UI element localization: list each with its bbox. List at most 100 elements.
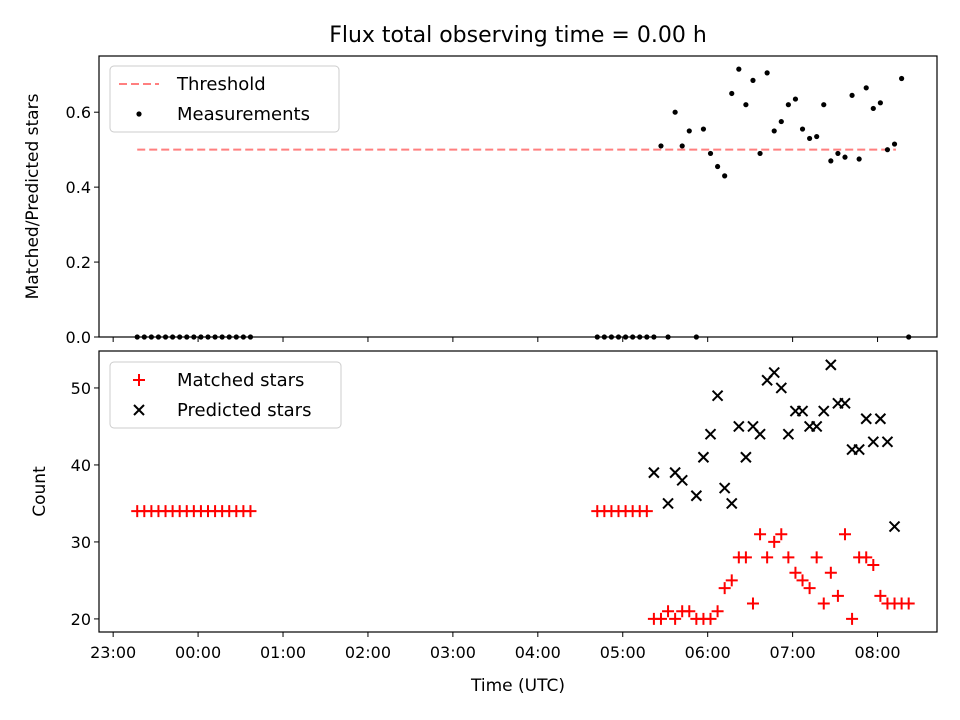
bottom-x-tick-label: 02:00: [345, 643, 391, 662]
matched-star-marker: [739, 551, 752, 564]
top-y-tick-label: 0.2: [66, 253, 91, 272]
matched-star-marker: [874, 589, 887, 602]
measurement-point: [877, 100, 883, 106]
measurement-point: [679, 143, 685, 149]
measurement-point: [863, 85, 869, 91]
predicted-star-marker: [768, 366, 780, 379]
measurement-point: [714, 163, 721, 170]
matched-star-marker: [754, 528, 767, 541]
measurement-point: [700, 126, 707, 132]
predicted-star-marker: [874, 413, 887, 425]
bottom-y-tick-label: 40: [71, 456, 91, 475]
matched-star-marker: [683, 605, 696, 618]
bottom-x-ticks: 23:00 00:00 01:00 02:00 03:00 04:00 05:00 06:00…: [90, 632, 901, 662]
measurement-point: [658, 143, 664, 149]
top-x-ticks: [112, 337, 879, 342]
measurement-point: [899, 75, 905, 82]
top-legend-box: [109, 65, 340, 133]
bottom-panel: 20 30 40 50 23:00 00:00 01:00 02:00 03:00 04:00 0…: [30, 350, 938, 696]
measurement-point: [828, 158, 834, 164]
top-y-ticks: 0.0 0.2 0.4 0.6: [66, 103, 99, 347]
predicted-star-marker: [648, 466, 660, 479]
bottom-y-axis-label: Count: [30, 466, 50, 517]
matched-star-marker: [846, 612, 859, 625]
measurement-point: [835, 150, 841, 157]
predicted-star-marker: [690, 490, 703, 502]
legend-predicted-label: Predicted stars: [177, 400, 311, 421]
predicted-star-marker: [782, 428, 795, 440]
matched-star-marker: [746, 597, 759, 610]
matched-star-marker: [244, 505, 257, 518]
predicted-star-marker: [754, 428, 766, 440]
matched-star-marker: [831, 589, 844, 602]
measurement-point: [750, 77, 756, 83]
legend-measurements-swatch: [136, 111, 142, 117]
top-axes-frame: [98, 55, 938, 338]
measurement-point: [821, 102, 827, 108]
matched-star-marker: [775, 528, 788, 541]
bottom-y-tick-label: 20: [71, 610, 91, 629]
legend-threshold-label: Threshold: [176, 74, 266, 95]
top-y-tick-label: 0.0: [66, 328, 91, 347]
measurement-point: [799, 126, 806, 132]
predicted-star-marker: [662, 497, 674, 510]
bottom-x-tick-label: 07:00: [770, 643, 816, 662]
predicted-star-marker: [818, 405, 830, 417]
matched-star-marker: [718, 582, 731, 595]
measurement-point: [764, 70, 770, 76]
predicted-star-marker: [796, 405, 809, 417]
bottom-x-tick-label: 01:00: [260, 643, 306, 662]
matched-star-marker: [768, 535, 781, 548]
matched-star-marker: [669, 612, 682, 625]
predicted-star-marker: [853, 443, 865, 456]
predicted-star-marker: [839, 397, 851, 410]
measurement-point: [757, 150, 763, 157]
matched-star-marker: [860, 551, 873, 564]
legend-matched-swatch: [133, 374, 145, 386]
measurement-point: [743, 102, 749, 108]
legend-measurements-label: Measurements: [177, 104, 310, 125]
matched-star-marker: [838, 528, 851, 541]
measurement-point: [807, 135, 813, 142]
bottom-x-tick-label: 05:00: [600, 643, 646, 662]
bottom-data-layer: [131, 359, 915, 625]
top-legend: Threshold Measurements: [109, 65, 340, 133]
bottom-x-tick-label: 03:00: [430, 643, 476, 662]
predicted-star-marker: [775, 382, 787, 394]
bottom-legend: Matched stars Predicted stars: [109, 361, 342, 429]
measurement-point: [707, 150, 714, 157]
predicted-star-marker: [881, 436, 894, 448]
measurement-point: [891, 141, 898, 147]
measurement-point: [722, 173, 728, 179]
bottom-x-tick-label: 23:00: [90, 643, 136, 662]
predicted-star-marker: [711, 389, 724, 402]
matched-star-marker: [902, 597, 915, 610]
matched-star-marker: [662, 605, 675, 618]
measurement-point: [856, 156, 862, 162]
matched-star-marker: [654, 612, 667, 625]
predicted-star-marker: [825, 359, 837, 371]
predicted-star-marker: [697, 451, 710, 463]
predicted-star-marker: [676, 474, 688, 487]
matched-star-marker: [640, 505, 653, 518]
bottom-x-tick-label: 08:00: [854, 643, 900, 662]
top-y-tick-label: 0.6: [66, 103, 91, 122]
bottom-x-tick-label: 06:00: [685, 643, 731, 662]
measurement-point: [792, 96, 799, 102]
bottom-y-ticks: 20 30 40 50: [71, 379, 99, 629]
legend-predicted-swatch: [133, 404, 145, 416]
matched-star-marker: [725, 574, 738, 587]
predicted-star-marker: [704, 428, 717, 440]
bottom-x-tick-label: 04:00: [515, 643, 561, 662]
measurement-point: [842, 154, 848, 160]
matched-star-marker: [711, 605, 724, 618]
bottom-x-tick-label: 00:00: [175, 643, 221, 662]
measurement-point: [814, 133, 820, 140]
matched-star-marker: [803, 582, 816, 595]
measurement-point: [884, 147, 891, 153]
measurement-point: [849, 92, 855, 98]
measurement-point: [736, 66, 742, 72]
bottom-legend-box: [109, 361, 342, 429]
measurement-point: [778, 118, 784, 125]
